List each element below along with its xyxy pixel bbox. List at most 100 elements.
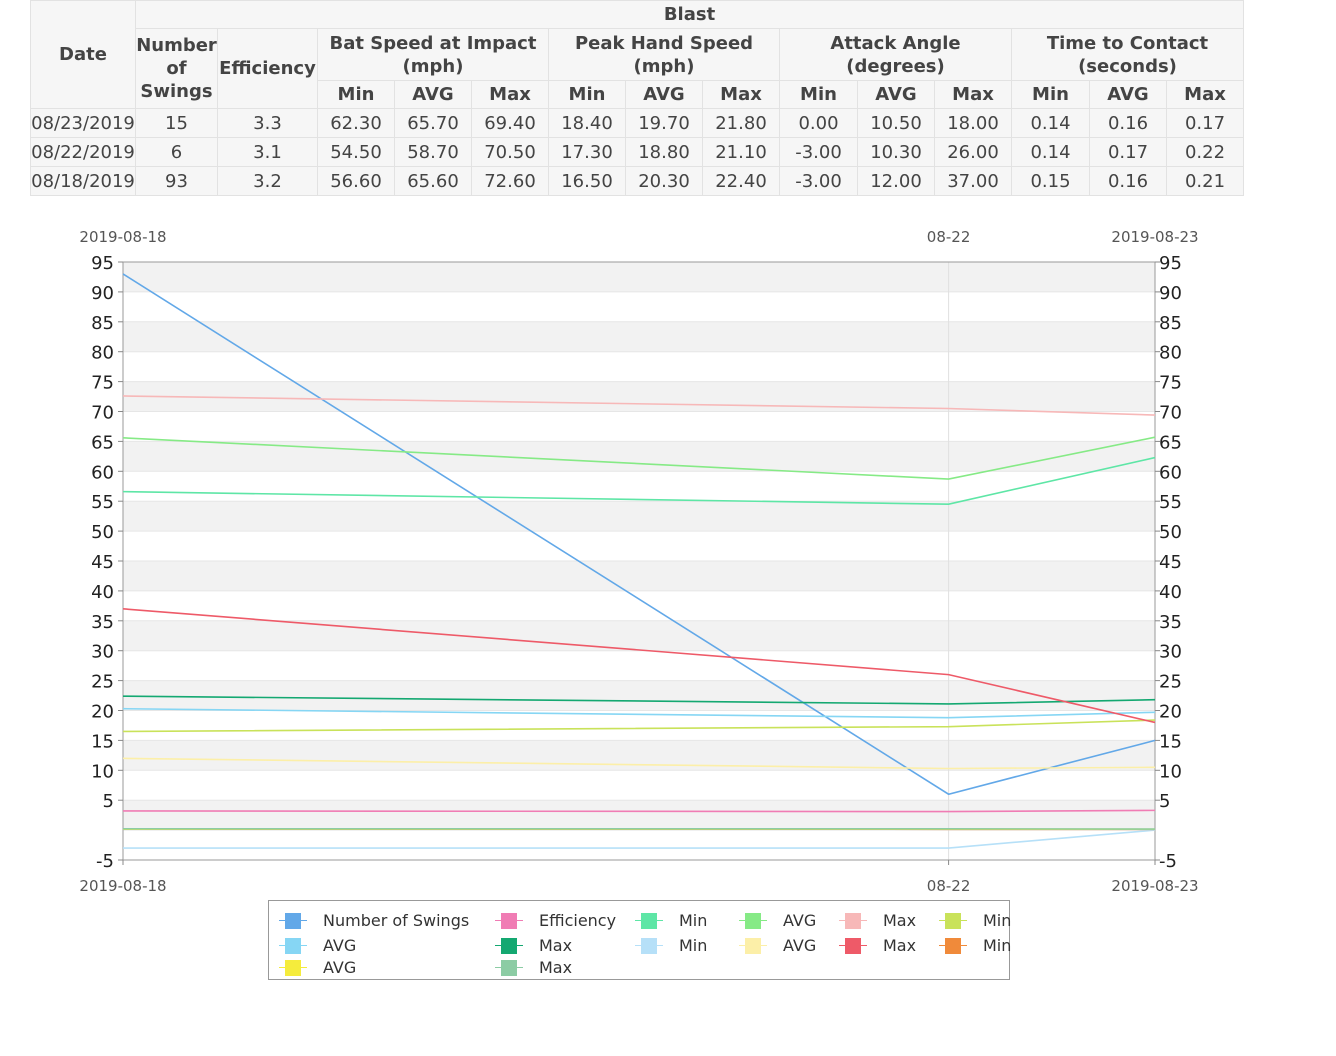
value-cell: 93 [135,166,218,196]
y-tick-label-right: 10 [1159,761,1182,782]
y-tick-label-left: 50 [91,522,114,543]
y-tick-label-left: 40 [91,582,114,603]
table-row: 08/22/2019 6 3.1 54.50 58.70 70.50 17.30 18.80 2… [30,137,1244,167]
value-cell: 0.21 [1166,166,1244,196]
value-cell: 0.00 [779,108,858,138]
value-cell: 15 [135,108,218,138]
y-tick-label-right: 5 [1159,791,1170,812]
value-cell: 0.16 [1089,108,1167,138]
value-cell: 62.30 [317,108,395,138]
y-tick-label-right: 15 [1159,731,1182,752]
table-body: 08/23/2019 15 3.3 62.30 65.70 69.40 18.40 19.70… [30,108,1244,196]
value-cell: 12.00 [857,166,935,196]
grid-band [123,411,1155,442]
legend-label: Efficiency [539,911,617,930]
value-cell: 69.40 [471,108,549,138]
y-tick-label-left: 25 [91,672,114,693]
value-cell: 18.80 [625,137,703,167]
value-cell: 58.70 [394,137,472,167]
y-tick-label-left: 35 [91,612,114,633]
value-cell: 16.50 [548,166,626,196]
y-tick-label-left: 5 [103,791,114,812]
value-cell: 10.50 [857,108,935,138]
x-tick-label-top: 08-22 [927,228,971,246]
y-tick-label-left: 10 [91,761,114,782]
legend-label: Min [679,936,708,955]
sub-header: Min [1011,80,1090,109]
y-tick-label-left: 55 [91,492,114,513]
value-cell: -3.00 [779,137,858,167]
series-line [122,719,1156,733]
y-tick-label-right: 90 [1159,283,1182,304]
sub-header: Min [779,80,858,109]
y-tick-label-right: 20 [1159,702,1182,723]
attack-angle-header: Attack Angle (degrees) [779,28,1012,81]
x-tick-label-bottom: 2019-08-18 [79,877,166,895]
legend-label: Min [983,911,1012,930]
grid-band [123,830,1155,860]
y-tick-label-right: 60 [1159,462,1182,483]
value-cell: 6 [135,137,218,167]
value-cell: 10.30 [857,137,935,167]
y-tick-label-right: 50 [1159,522,1182,543]
value-cell: 21.80 [702,108,780,138]
swings-header: Number of Swings [135,28,218,109]
hand-speed-header: Peak Hand Speed (mph) [548,28,780,81]
legend-swatch [939,938,967,954]
legend-label: Max [539,936,573,955]
legend-label: Max [883,936,917,955]
x-tick-label-top: 2019-08-18 [79,228,166,246]
legend-swatch [839,913,867,929]
value-cell: 18.00 [934,108,1012,138]
y-tick-label-right: 85 [1159,313,1182,334]
sub-header: Min [317,80,395,109]
value-cell: 26.00 [934,137,1012,167]
y-tick-label-right: 45 [1159,552,1182,573]
legend-swatch [635,913,663,929]
legend-label: AVG [783,911,817,930]
y-tick-label-right: 95 [1159,253,1182,274]
sub-header: Max [934,80,1012,109]
value-cell: 65.60 [394,166,472,196]
value-cell: 17.30 [548,137,626,167]
legend-label: AVG [323,958,357,977]
value-cell: 0.15 [1011,166,1090,196]
legend-swatch [939,913,967,929]
legend-label: Max [539,958,573,977]
legend-swatch [495,913,523,929]
y-tick-label-left: 75 [91,373,114,394]
legend-swatch [635,938,663,954]
value-cell: 72.60 [471,166,549,196]
y-tick-label-right: 25 [1159,672,1182,693]
y-tick-label-left: 65 [91,432,114,453]
time-to-contact-header: Time to Contact (seconds) [1011,28,1244,81]
value-cell: 21.10 [702,137,780,167]
sub-header: Min [548,80,626,109]
value-cell: 18.40 [548,108,626,138]
series-line [123,829,1156,849]
y-tick-label-left: 15 [91,731,114,752]
value-cell: 0.14 [1011,108,1090,138]
legend-swatch [495,960,523,976]
y-tick-label-left: -5 [96,851,114,872]
x-tick-label-bottom: 08-22 [927,877,971,895]
y-tick-label-left: 90 [91,283,114,304]
series-line [122,695,1156,705]
y-tick-label-right: 35 [1159,612,1182,633]
y-tick-label-left: 30 [91,642,114,663]
sub-header: AVG [625,80,703,109]
efficiency-header: Efficiency [217,28,318,109]
grid-band [123,740,1155,771]
sub-header: Max [702,80,780,109]
value-cell: 37.00 [934,166,1012,196]
value-cell: 70.50 [471,137,549,167]
value-cell: 0.17 [1166,108,1244,138]
value-cell: 22.40 [702,166,780,196]
table-row: 08/18/2019 93 3.2 56.60 65.60 72.60 16.50 20.30… [30,166,1244,196]
legend-label: Min [983,936,1012,955]
y-tick-label-right: 80 [1159,343,1182,364]
y-tick-label-right: 40 [1159,582,1182,603]
legend-swatch [839,938,867,954]
grid-band [123,590,1155,621]
